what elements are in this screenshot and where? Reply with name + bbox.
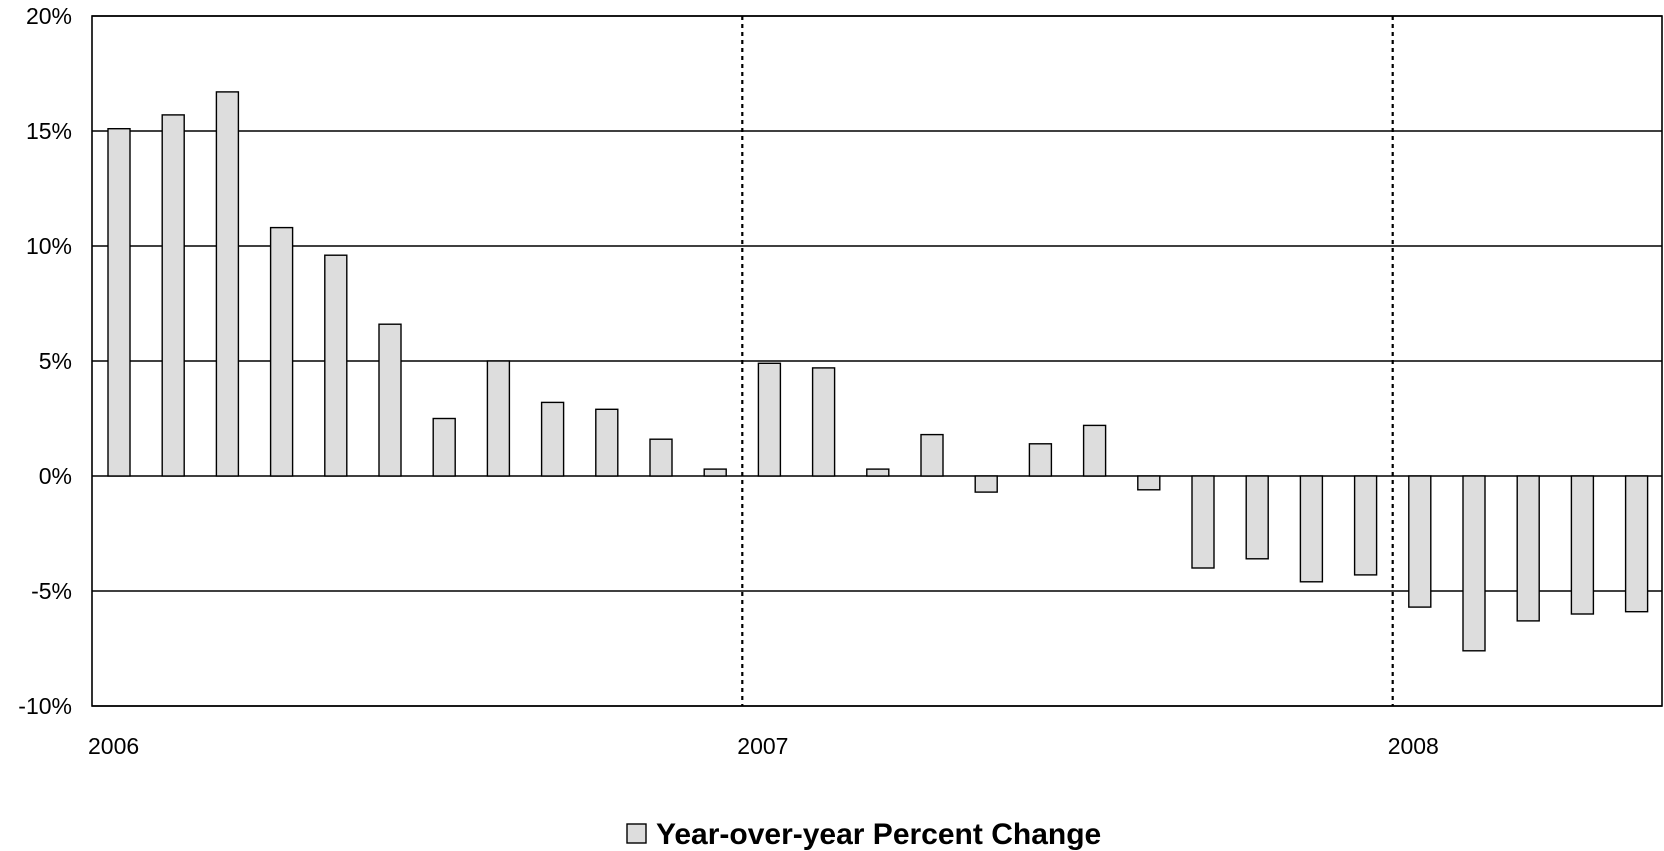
bar	[974, 475, 998, 493]
bar	[432, 417, 456, 477]
y-tick-label: 10%	[26, 233, 72, 259]
bar	[757, 362, 782, 477]
y-axis-ticks: -10% -5% 0% 5% 10% 15% 20%	[18, 3, 72, 719]
y-tick-label: 20%	[26, 3, 72, 29]
bar	[1299, 475, 1324, 583]
bar	[811, 367, 836, 477]
bar	[1028, 443, 1053, 477]
bar	[1353, 475, 1378, 576]
bar	[378, 323, 402, 477]
bar	[703, 468, 727, 477]
bar	[269, 226, 294, 477]
bar	[107, 127, 131, 477]
bar	[486, 360, 511, 477]
bar	[1462, 475, 1486, 652]
x-tick-label: 2006	[88, 733, 139, 759]
bar	[1137, 475, 1161, 491]
bar	[540, 401, 565, 477]
legend-label: Year-over-year Percent Change	[656, 818, 1101, 851]
x-tick-label: 2008	[1388, 733, 1439, 759]
bars	[107, 91, 1649, 652]
bar	[1191, 475, 1215, 569]
bar	[1245, 475, 1269, 560]
bar	[595, 408, 619, 477]
legend-swatch	[626, 823, 647, 844]
plot-area-frame	[91, 15, 1663, 707]
bar	[1408, 475, 1432, 608]
bar	[161, 114, 185, 477]
legend: Year-over-year Percent Change	[626, 818, 1101, 851]
y-tick-label: 15%	[26, 118, 72, 144]
bar	[1624, 475, 1649, 613]
bar	[1516, 475, 1540, 622]
y-tick-label: -10%	[18, 693, 72, 719]
bar	[215, 91, 240, 477]
bar	[866, 468, 890, 477]
bar	[324, 254, 348, 477]
year-divider-lines	[741, 16, 1394, 706]
bar	[649, 438, 673, 477]
y-tick-label: 0%	[39, 463, 72, 489]
x-tick-label: 2007	[737, 733, 788, 759]
y-tick-label: -5%	[31, 578, 72, 604]
bar	[1570, 475, 1595, 615]
bar	[1082, 424, 1107, 477]
y-tick-label: 5%	[39, 348, 72, 374]
x-axis-ticks: 2006 2007 2008	[88, 733, 1439, 759]
bar	[920, 433, 944, 477]
